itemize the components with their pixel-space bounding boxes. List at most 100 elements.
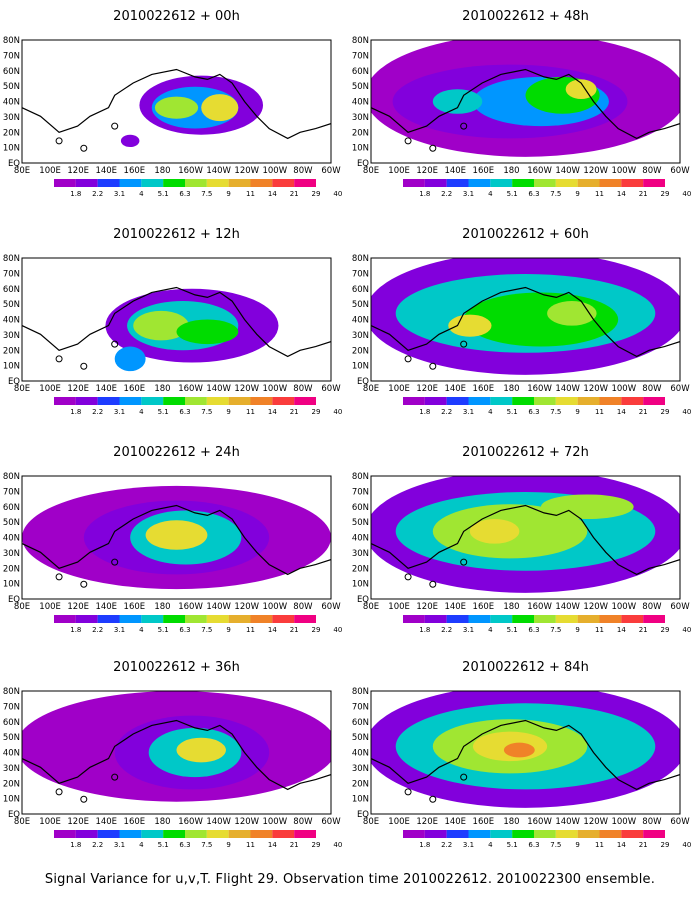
colorbar-tick-label: 3.1 xyxy=(463,408,474,416)
colorbar-swatch xyxy=(163,830,185,838)
colorbar-swatch xyxy=(54,397,76,405)
lat-tick-label: 70N xyxy=(352,51,369,61)
colorbar-tick-label: 4 xyxy=(139,841,144,849)
colorbar-swatch xyxy=(621,615,644,623)
lat-tick-label: 50N xyxy=(352,518,369,528)
lon-tick-label: 60W xyxy=(321,384,341,394)
lat-tick-label: 40N xyxy=(3,749,20,759)
colorbar-swatch xyxy=(577,397,600,405)
colorbar-tick-label: 29 xyxy=(312,190,321,198)
variance-contour xyxy=(114,346,146,372)
lon-tick-label: 160W xyxy=(527,817,552,827)
map-panel: 2010022612 + 48h EQ 10N 20N 30N 40N 50N 60N 70N 8… xyxy=(352,9,691,198)
lat-tick-label: 80N xyxy=(3,254,20,264)
lon-tick-label: 80E xyxy=(363,384,379,394)
colorbar-tick-label: 4 xyxy=(139,626,144,634)
lat-tick-label: 40N xyxy=(352,316,369,326)
island-outline xyxy=(80,580,88,588)
lat-tick-label: 30N xyxy=(3,113,20,123)
island-outline xyxy=(404,137,412,145)
lon-tick-label: 120E xyxy=(416,384,438,394)
colorbar-swatch xyxy=(643,615,665,623)
lon-tick-label: 100E xyxy=(388,602,410,612)
lat-tick-label: 40N xyxy=(352,98,369,108)
colorbar-tick-label: 5.1 xyxy=(158,841,169,849)
colorbar-tick-label: 3.1 xyxy=(463,841,474,849)
island-outline xyxy=(460,340,468,348)
map-frame xyxy=(21,475,332,600)
lat-tick-label: EQ xyxy=(8,595,20,605)
lat-tick-label: EQ xyxy=(357,810,369,820)
colorbar-tick-label: 11 xyxy=(246,626,255,634)
colorbar-tick-label: 6.3 xyxy=(528,626,539,634)
lat-tick-label: 20N xyxy=(3,346,20,356)
lon-tick-label: 120W xyxy=(583,384,608,394)
colorbar: 1.8 2.2 3.1 4 5.1 6.3 7.5 9 11 14 21 29 40 xyxy=(403,615,691,634)
colorbar-tick-label: 14 xyxy=(268,190,277,198)
colorbar-swatch xyxy=(250,830,273,838)
map-frame xyxy=(370,39,681,164)
lon-tick-label: 100E xyxy=(39,602,61,612)
colorbar-tick-label: 11 xyxy=(595,841,604,849)
lon-tick-label: 80E xyxy=(363,817,379,827)
lon-tick-label: 160E xyxy=(124,384,146,394)
lon-tick-label: 80W xyxy=(642,817,662,827)
colorbar-tick-label: 5.1 xyxy=(158,408,169,416)
island-outline xyxy=(429,580,437,588)
lat-tick-label: 40N xyxy=(3,98,20,108)
colorbar-tick-label: 11 xyxy=(246,190,255,198)
lon-tick-label: 160E xyxy=(124,602,146,612)
colorbar-tick-label: 9 xyxy=(226,841,230,849)
lat-tick-label: 80N xyxy=(352,687,369,697)
lon-tick-label: 80W xyxy=(293,602,313,612)
lon-tick-label: 120E xyxy=(416,817,438,827)
lat-tick-label: 70N xyxy=(352,487,369,497)
lon-tick-label: 100W xyxy=(262,384,287,394)
lon-tick-label: 140E xyxy=(95,817,117,827)
lat-tick-label: EQ xyxy=(8,810,20,820)
colorbar-tick-label: 7.5 xyxy=(201,190,212,198)
colorbar-swatch xyxy=(424,615,447,623)
colorbar-swatch xyxy=(272,830,295,838)
colorbar-swatch xyxy=(643,830,665,838)
lon-tick-label: 80W xyxy=(642,602,662,612)
colorbar-tick-label: 2.2 xyxy=(92,841,103,849)
lon-tick-label: 120W xyxy=(234,384,259,394)
lat-tick-label: 40N xyxy=(352,749,369,759)
lat-tick-label: 80N xyxy=(352,254,369,264)
colorbar-swatch xyxy=(403,397,425,405)
lon-tick-label: 80E xyxy=(14,384,30,394)
colorbar-tick-label: 1.8 xyxy=(419,190,430,198)
colorbar-tick-label: 5.1 xyxy=(507,626,518,634)
colorbar-tick-label: 1.8 xyxy=(419,408,430,416)
colorbar-swatch xyxy=(163,615,185,623)
colorbar: 1.8 2.2 3.1 4 5.1 6.3 7.5 9 11 14 21 29 40 xyxy=(54,615,342,634)
panel-title: 2010022612 + 00h xyxy=(113,9,240,24)
lon-tick-label: 120W xyxy=(234,602,259,612)
colorbar-tick-label: 5.1 xyxy=(507,190,518,198)
colorbar-tick-label: 11 xyxy=(595,190,604,198)
colorbar-swatch xyxy=(424,397,447,405)
colorbar-swatch xyxy=(512,179,534,187)
colorbar-tick-label: 14 xyxy=(617,408,626,416)
colorbar-swatch xyxy=(403,179,425,187)
colorbar-tick-label: 9 xyxy=(575,841,579,849)
colorbar-swatch xyxy=(294,615,316,623)
island-outline xyxy=(111,558,119,566)
colorbar-swatch xyxy=(185,830,207,838)
colorbar-swatch xyxy=(446,615,469,623)
variance-field xyxy=(22,476,331,599)
map-panel: 2010022612 + 12h EQ 10N 20N 30N 40N 50N 60N 70N 8… xyxy=(3,227,342,416)
colorbar-tick-label: 21 xyxy=(639,408,648,416)
panel-title: 2010022612 + 48h xyxy=(462,9,589,24)
colorbar-tick-label: 2.2 xyxy=(441,408,452,416)
island-outline xyxy=(404,355,412,363)
lat-tick-label: 60N xyxy=(3,718,20,728)
lon-tick-label: 120E xyxy=(67,166,89,176)
coastline xyxy=(371,286,680,358)
colorbar-tick-label: 3.1 xyxy=(114,408,125,416)
lat-tick-label: 10N xyxy=(352,144,369,154)
lat-tick-label: 70N xyxy=(3,51,20,61)
lon-tick-label: 160W xyxy=(178,384,203,394)
lon-tick-label: 120W xyxy=(583,166,608,176)
